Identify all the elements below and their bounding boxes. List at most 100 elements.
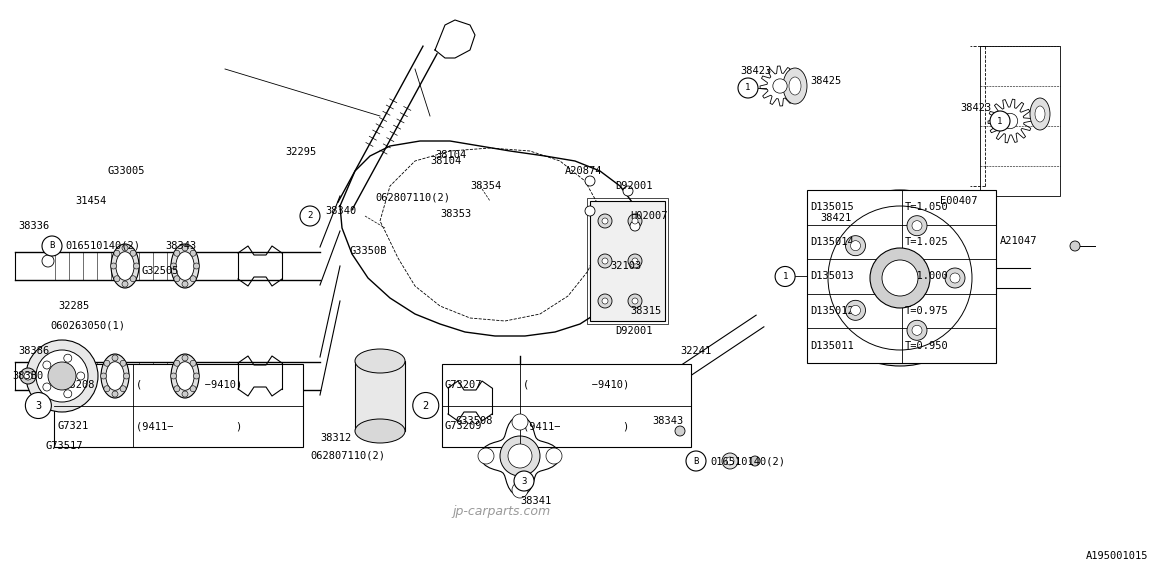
Circle shape xyxy=(134,263,140,269)
Circle shape xyxy=(48,362,76,390)
Circle shape xyxy=(773,79,787,93)
Circle shape xyxy=(104,360,110,366)
Text: 016510140(2): 016510140(2) xyxy=(710,456,785,466)
Circle shape xyxy=(775,267,796,286)
Text: A21047: A21047 xyxy=(1000,236,1038,246)
Circle shape xyxy=(851,305,860,315)
Text: D135014: D135014 xyxy=(811,237,854,247)
Text: T=1.025: T=1.025 xyxy=(905,237,949,247)
Circle shape xyxy=(182,391,188,397)
Ellipse shape xyxy=(171,354,199,398)
Circle shape xyxy=(36,350,88,402)
Circle shape xyxy=(174,276,180,282)
Text: 38343: 38343 xyxy=(165,241,196,251)
Ellipse shape xyxy=(176,362,194,391)
Circle shape xyxy=(500,436,540,476)
Circle shape xyxy=(194,373,199,379)
Circle shape xyxy=(514,471,534,491)
Circle shape xyxy=(190,250,196,256)
Text: D92001: D92001 xyxy=(615,181,653,191)
Circle shape xyxy=(512,482,528,498)
Circle shape xyxy=(585,176,595,186)
Circle shape xyxy=(845,236,866,256)
Ellipse shape xyxy=(106,362,125,391)
Circle shape xyxy=(871,248,930,308)
Circle shape xyxy=(478,448,493,464)
Bar xyxy=(587,198,668,324)
Circle shape xyxy=(585,206,595,216)
Circle shape xyxy=(845,300,866,320)
Circle shape xyxy=(413,392,439,419)
Text: 38423: 38423 xyxy=(740,66,771,76)
Text: 38353: 38353 xyxy=(440,209,472,219)
Circle shape xyxy=(749,456,760,466)
Circle shape xyxy=(120,360,126,366)
Circle shape xyxy=(907,215,927,236)
Bar xyxy=(807,190,996,363)
Text: 383B0: 383B0 xyxy=(12,371,44,381)
Circle shape xyxy=(632,298,638,304)
Text: 1: 1 xyxy=(997,116,1003,126)
Circle shape xyxy=(182,281,188,287)
Circle shape xyxy=(907,320,927,340)
Ellipse shape xyxy=(116,252,134,281)
Text: 38315: 38315 xyxy=(630,306,662,316)
Text: G7321: G7321 xyxy=(58,421,89,431)
Circle shape xyxy=(63,354,71,362)
Text: A20874: A20874 xyxy=(565,166,603,176)
Circle shape xyxy=(726,457,734,465)
Circle shape xyxy=(190,276,196,282)
Circle shape xyxy=(812,190,988,366)
Ellipse shape xyxy=(783,68,807,104)
Bar xyxy=(355,361,405,431)
Text: 38354: 38354 xyxy=(470,181,502,191)
Circle shape xyxy=(182,355,188,361)
Circle shape xyxy=(100,373,106,379)
Circle shape xyxy=(114,250,120,256)
Circle shape xyxy=(122,245,128,251)
Circle shape xyxy=(628,254,642,268)
Text: T=1.050: T=1.050 xyxy=(905,202,949,213)
Circle shape xyxy=(25,392,52,419)
Circle shape xyxy=(122,281,128,287)
Circle shape xyxy=(27,340,98,412)
Text: jp-carparts.com: jp-carparts.com xyxy=(452,505,551,517)
Text: T=0.975: T=0.975 xyxy=(905,306,949,316)
Ellipse shape xyxy=(111,244,140,288)
Text: G33508: G33508 xyxy=(455,416,492,426)
Circle shape xyxy=(912,221,922,231)
Text: 38104: 38104 xyxy=(435,150,466,160)
Text: 38336: 38336 xyxy=(18,221,50,231)
Text: T=1.000: T=1.000 xyxy=(905,271,949,282)
Circle shape xyxy=(111,263,116,269)
Text: E00407: E00407 xyxy=(940,196,978,206)
Ellipse shape xyxy=(355,419,405,443)
Circle shape xyxy=(43,383,51,391)
Text: 38386: 38386 xyxy=(18,346,50,356)
Text: 062807110(2): 062807110(2) xyxy=(375,193,450,203)
Circle shape xyxy=(851,241,860,251)
Text: 32295: 32295 xyxy=(285,147,316,157)
Circle shape xyxy=(171,263,176,269)
Circle shape xyxy=(602,298,608,304)
Text: D135015: D135015 xyxy=(811,202,854,213)
Text: 1: 1 xyxy=(745,84,751,93)
Text: 38312: 38312 xyxy=(321,433,352,443)
Circle shape xyxy=(43,361,51,369)
Ellipse shape xyxy=(1035,106,1045,122)
Text: B: B xyxy=(693,457,699,465)
Circle shape xyxy=(120,386,126,392)
Circle shape xyxy=(77,372,84,380)
Circle shape xyxy=(623,186,633,196)
Circle shape xyxy=(675,426,685,436)
Circle shape xyxy=(630,221,640,231)
Circle shape xyxy=(722,453,738,469)
Text: 3: 3 xyxy=(521,476,527,486)
Text: G3350B: G3350B xyxy=(351,246,387,256)
Circle shape xyxy=(512,414,528,430)
Circle shape xyxy=(912,325,922,335)
Text: 38343: 38343 xyxy=(651,416,684,426)
Text: 3: 3 xyxy=(36,400,42,411)
Circle shape xyxy=(182,245,188,251)
Bar xyxy=(590,201,665,321)
